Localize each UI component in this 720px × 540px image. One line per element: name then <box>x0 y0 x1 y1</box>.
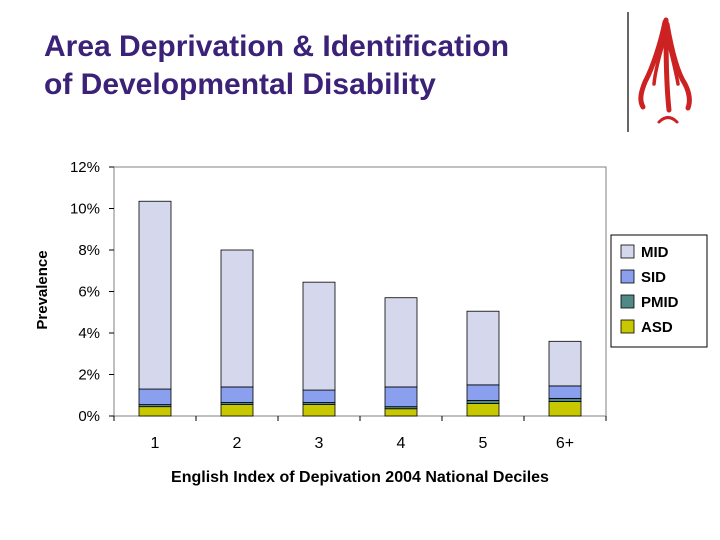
bar-asd-6 <box>548 401 582 417</box>
bar-sid-3 <box>302 389 336 403</box>
x-tick-label: 5 <box>479 435 488 452</box>
y-tick-label: 4% <box>78 325 100 342</box>
logo-stroke-left <box>638 19 668 110</box>
legend-label-mid: MID <box>641 244 669 261</box>
bar-asd-2 <box>220 404 254 417</box>
y-tick-label: 0% <box>78 408 100 425</box>
x-tick-label: 1 <box>151 435 160 452</box>
x-axis: 1 2 3 4 5 6+ <box>113 416 607 452</box>
bar-sid-1 <box>138 388 172 405</box>
bar-mid-5 <box>466 310 500 386</box>
x-tick-label: 3 <box>315 435 324 452</box>
bar-asd-1 <box>138 406 172 417</box>
y-axis-label: Prevalence <box>34 250 51 329</box>
bar-sid-5 <box>466 384 500 401</box>
logo-stroke-right <box>664 21 692 111</box>
y-axis: 0% 2% 4% 6% 8% 10% 12% <box>70 159 114 425</box>
slide-title-line-2: of Developmental Disability <box>44 68 436 101</box>
logo-graphic <box>627 12 692 132</box>
y-tick-label: 2% <box>78 367 100 384</box>
bars-group <box>138 200 582 417</box>
legend-swatch-pmid <box>620 294 635 309</box>
bar-mid-6 <box>548 340 582 387</box>
logo-flourish <box>657 116 679 124</box>
y-tick-label: 12% <box>70 159 100 176</box>
bar-asd-4 <box>384 408 418 417</box>
legend-label-pmid: PMID <box>641 294 679 311</box>
legend-swatch-sid <box>620 269 635 284</box>
legend-swatch-mid <box>620 244 635 259</box>
plot-area <box>113 166 607 417</box>
legend-swatch-asd <box>620 319 635 334</box>
bar-sid-2 <box>220 386 254 403</box>
bar-asd-3 <box>302 404 336 417</box>
legend-label-asd: ASD <box>641 319 673 336</box>
slide-title: Area Deprivation & Identification of Dev… <box>44 28 604 104</box>
x-axis-label: English Index of Depivation 2004 Nationa… <box>171 469 549 486</box>
bar-pmid-6 <box>548 397 582 402</box>
bar-mid-1 <box>138 200 172 390</box>
y-tick-label: 6% <box>78 284 100 301</box>
slide-title-line-1: Area Deprivation & Identification <box>44 30 510 63</box>
bar-asd-5 <box>466 403 500 417</box>
bar-mid-4 <box>384 297 418 388</box>
bar-mid-3 <box>302 281 336 391</box>
bar-pmid-5 <box>466 400 500 404</box>
logo-stroke-inner-left <box>652 38 666 86</box>
x-tick-label: 6+ <box>556 435 574 452</box>
x-tick-label: 2 <box>233 435 242 452</box>
y-tick-label: 10% <box>70 201 100 218</box>
x-tick-label: 4 <box>397 435 406 452</box>
logo-stroke-inner-right <box>666 38 680 86</box>
bar-sid-4 <box>384 386 418 408</box>
y-tick-label: 8% <box>78 242 100 259</box>
bar-mid-2 <box>220 249 254 388</box>
legend-label-sid: SID <box>641 269 666 286</box>
legend: MID SID PMID ASD <box>610 234 708 348</box>
bar-sid-6 <box>548 385 582 399</box>
